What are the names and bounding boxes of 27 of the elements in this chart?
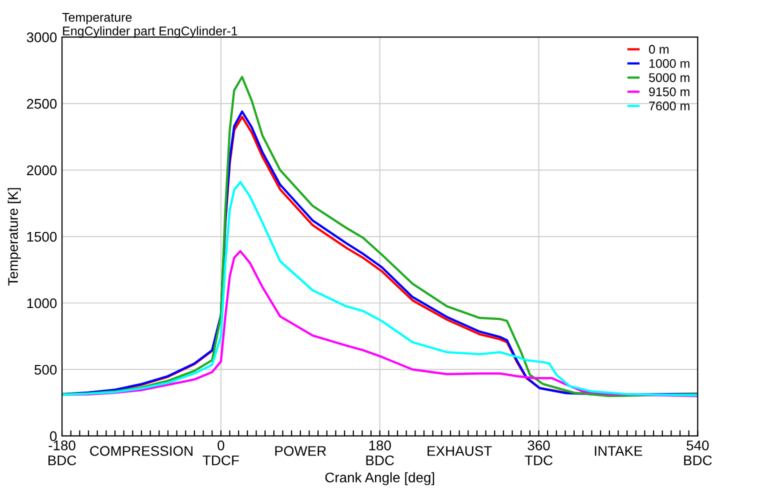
x-tick-label: 360 TDC [524, 440, 553, 466]
y-tick-label: 3000 [26, 32, 57, 42]
text: POWER [275, 446, 326, 456]
x-tick-label: 540 BDC [684, 440, 712, 466]
y-tick-label: 2000 [26, 165, 57, 176]
legend-label: 5000 m [648, 73, 690, 82]
x-axis-title: Crank Angle [deg] [325, 472, 434, 486]
text: COMPRESSION [90, 446, 192, 456]
legend-label: 7600 m [649, 102, 690, 110]
x-tick-label: 180 BDC [366, 440, 394, 466]
y-tick-label: 500 [34, 364, 57, 375]
x-tick-label: -180 BDC [48, 440, 76, 466]
y-tick-label: 1500 [27, 232, 57, 242]
y-tick-label: 1000 [27, 298, 57, 308]
line-series [62, 180, 698, 397]
y-tick-label: 2500 [26, 98, 57, 109]
legend-label: 1000 m [649, 59, 690, 68]
text: INTAKE [594, 446, 642, 456]
legend-label: 9150 m [649, 87, 690, 96]
chart-title: Temperature [62, 13, 132, 24]
text: EXHAUST [428, 446, 492, 456]
x-tick-label: 0 TDCF [202, 440, 239, 466]
legend-label: 0 m [648, 44, 669, 54]
y-tick-label: 0 [50, 431, 57, 442]
line-series [62, 250, 698, 398]
chart-subtitle: EngCylinder part EngCylinder-1 [63, 26, 238, 38]
y-axis-title: Temperature [K] [8, 188, 21, 286]
